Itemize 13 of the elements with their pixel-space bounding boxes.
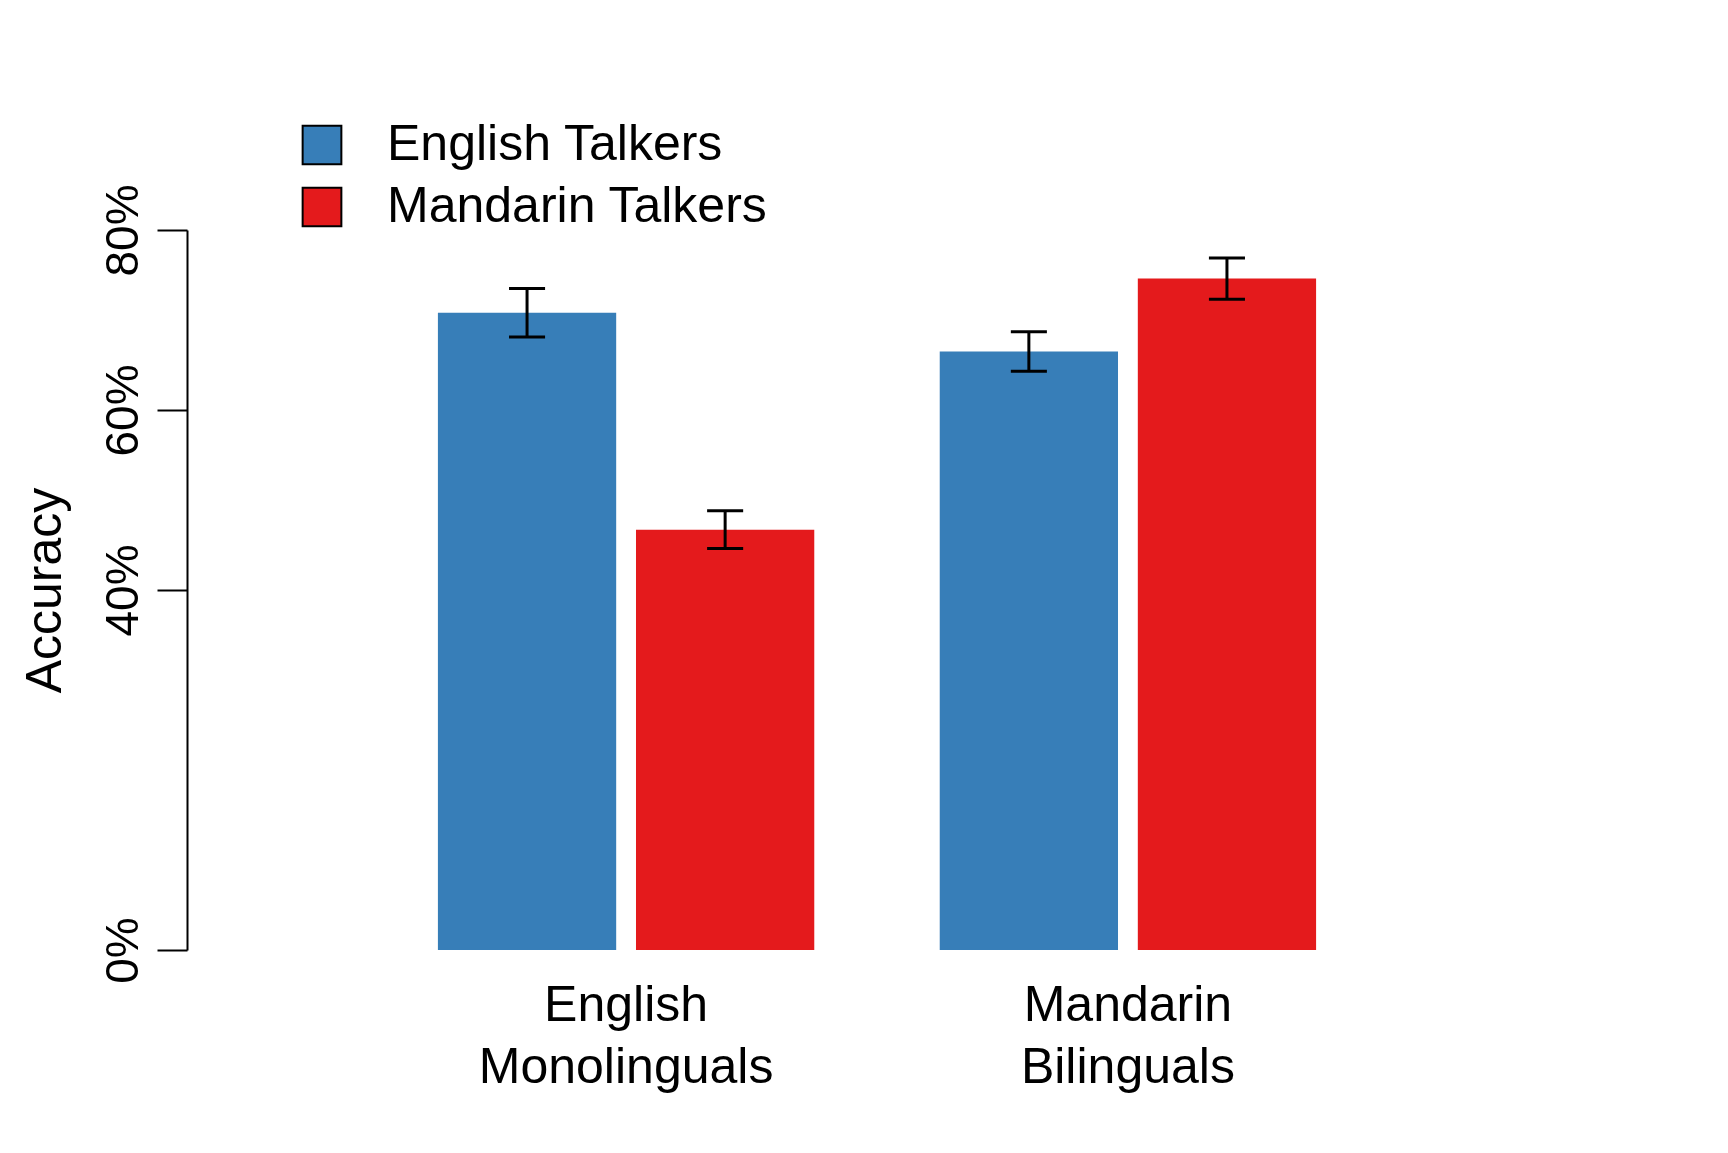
x-tick-label: English Monolinguals <box>478 975 774 1094</box>
bar <box>636 529 815 950</box>
y-tick-label: 0% <box>95 917 148 984</box>
y-tick-label: 80% <box>95 184 148 277</box>
bar <box>1137 278 1317 950</box>
legend-label: Mandarin Talkers <box>387 177 767 233</box>
bar <box>939 351 1118 950</box>
y-tick-label: 40% <box>95 544 148 637</box>
bar <box>437 312 617 950</box>
legend-label: English Talkers <box>387 115 723 171</box>
y-tick-label: 60% <box>95 364 148 457</box>
y-axis-title: Accuracy <box>15 487 72 694</box>
x-tick-label: Mandarin Bilinguals <box>1020 975 1235 1094</box>
